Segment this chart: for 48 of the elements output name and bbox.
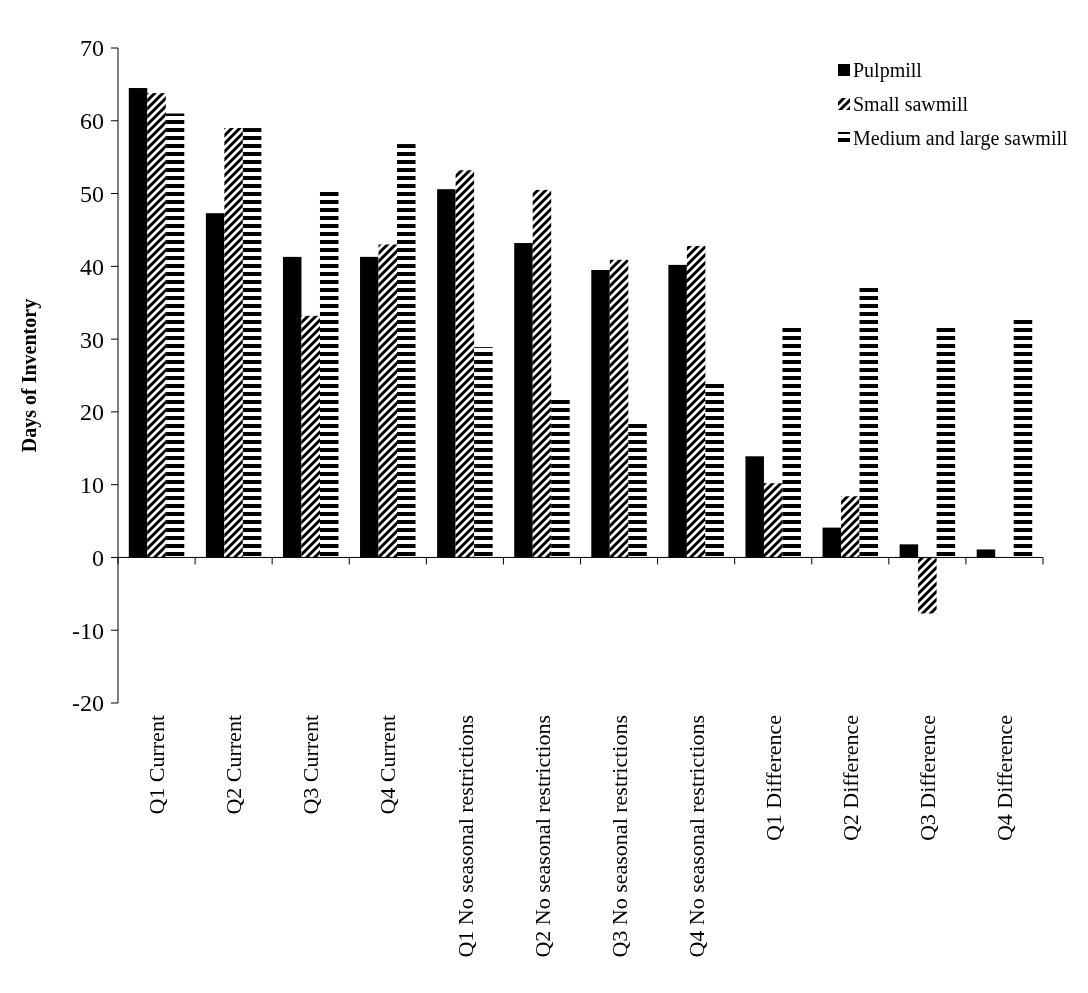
legend-label: Pulpmill [853, 59, 923, 82]
bar [319, 189, 339, 558]
bar [532, 189, 552, 558]
bar [859, 286, 879, 558]
x-tick-label: Q1 Difference [760, 715, 786, 842]
bar [705, 382, 724, 558]
y-tick-label: 30 [80, 326, 104, 353]
bar [147, 93, 166, 558]
bar [763, 483, 783, 558]
y-tick-label: 40 [80, 253, 104, 280]
y-tick-label: 50 [80, 180, 104, 207]
y-tick-label: 10 [80, 472, 104, 499]
bar [474, 347, 493, 558]
x-tick-label: Q3 Current [298, 715, 324, 815]
bar [551, 398, 570, 558]
x-tick-label: Q2 No seasonal restrictions [529, 715, 555, 958]
bar [628, 423, 647, 558]
x-tick-label: Q2 Current [221, 715, 247, 815]
bar [686, 245, 706, 558]
legend-label: Medium and large sawmill [853, 127, 1069, 150]
x-tick-label: Q3 Difference [915, 715, 941, 842]
x-tick-label: Q1 No seasonal restrictions [452, 715, 478, 958]
bar [378, 244, 398, 558]
bar [165, 113, 185, 558]
x-tick-label: Q2 Difference [837, 715, 863, 842]
bar [841, 496, 860, 558]
y-tick-label: 20 [80, 399, 104, 426]
bar [782, 326, 801, 558]
y-tick-label: 0 [92, 544, 104, 571]
x-tick-label: Q3 No seasonal restrictions [606, 715, 632, 958]
x-tick-label: Q4 Difference [992, 715, 1018, 842]
bar [224, 128, 243, 558]
legend-label: Small sawmill [853, 93, 969, 115]
bar [936, 326, 956, 558]
y-tick-label: -10 [72, 617, 104, 644]
y-tick-label: 70 [80, 35, 104, 62]
y-axis-title: Days of Inventory [18, 298, 41, 453]
y-tick-label: 60 [80, 108, 104, 135]
x-tick-label: Q4 Current [375, 715, 401, 815]
y-tick-label: -20 [72, 690, 104, 717]
bar [918, 557, 937, 614]
x-tick-label: Q4 No seasonal restrictions [683, 715, 709, 958]
bar [397, 144, 416, 558]
bar [301, 315, 320, 558]
bar [609, 259, 629, 558]
bar [242, 128, 262, 558]
x-tick-label: Q1 Current [144, 715, 170, 815]
bar [455, 170, 475, 558]
